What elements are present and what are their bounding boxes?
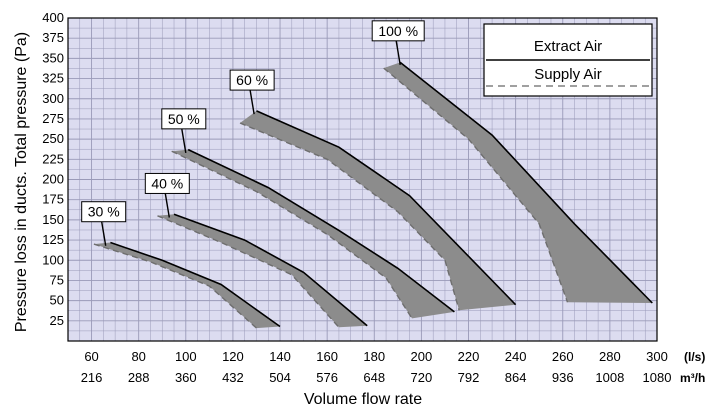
- x-tick-label: 80: [131, 349, 145, 364]
- callout-leader: [164, 193, 170, 218]
- x2-tick-label: 720: [411, 370, 433, 385]
- curve-bands: [93, 61, 653, 329]
- plot-frame: [67, 17, 658, 342]
- x-tick-label: 200: [411, 349, 433, 364]
- x2-tick-label: 360: [175, 370, 197, 385]
- band-fill: [157, 214, 368, 328]
- y-tick-label: 275: [42, 111, 64, 126]
- x-tick-label: 280: [599, 349, 621, 364]
- legend-label-extract: Extract Air: [534, 38, 602, 55]
- supply-air-line: [239, 122, 460, 311]
- extract-air-line: [187, 148, 455, 313]
- legend: Extract Air Supply Air: [483, 23, 653, 97]
- x-tick-label: 220: [458, 349, 480, 364]
- callout-box: [81, 201, 127, 223]
- callout-label: 50 %: [168, 111, 200, 127]
- x-tick-label: 260: [552, 349, 574, 364]
- x-axis-unit: (l/s): [684, 350, 705, 364]
- y-tick-label: 250: [42, 131, 64, 146]
- y-tick-label: 400: [42, 10, 64, 25]
- callouts: 30 % 40 % 50 % 60 % 100 %: [81, 20, 425, 246]
- y-axis-ticks: 25 50 75 100 125 150 175 200 225 250 275 300 325 350 3…: [42, 10, 64, 328]
- x2-tick-label: 1008: [595, 370, 624, 385]
- x-tick-label: 180: [363, 349, 385, 364]
- y-tick-label: 50: [50, 293, 64, 308]
- band-fill: [383, 62, 653, 304]
- x-tick-label: 140: [269, 349, 291, 364]
- x-tick-label: 300: [646, 349, 668, 364]
- y-tick-label: 100: [42, 252, 64, 267]
- callout-label: 60 %: [236, 72, 268, 88]
- x2-tick-label: 1080: [643, 370, 672, 385]
- y-tick-label: 75: [50, 272, 64, 287]
- y-tick-label: 150: [42, 212, 64, 227]
- x2-tick-label: 288: [128, 370, 150, 385]
- supply-air-line: [93, 243, 257, 329]
- callout-box: [371, 20, 425, 42]
- extract-air-line: [173, 213, 368, 327]
- x2-tick-label: 216: [81, 370, 103, 385]
- extract-air-line: [256, 110, 517, 306]
- callout-label: 40 %: [151, 175, 183, 191]
- y-tick-label: 200: [42, 172, 64, 187]
- extract-air-line: [399, 61, 653, 304]
- extract-air-line: [110, 241, 281, 328]
- legend-label-supply: Supply Air: [534, 66, 602, 83]
- x-tick-label: 100: [175, 349, 197, 364]
- callout-leader: [395, 40, 401, 65]
- x-tick-label: 60: [84, 349, 98, 364]
- x2-tick-label: 576: [316, 370, 338, 385]
- y-tick-label: 325: [42, 71, 64, 86]
- supply-air-line: [157, 215, 340, 328]
- y-tick-label: 175: [42, 192, 64, 207]
- y-tick-label: 125: [42, 232, 64, 247]
- callout-leader: [181, 128, 187, 153]
- supply-air-line: [383, 67, 569, 303]
- x2-tick-label: 936: [552, 370, 574, 385]
- x-tick-label: 120: [222, 349, 244, 364]
- x2-tick-label: 864: [505, 370, 527, 385]
- y-tick-label: 225: [42, 151, 64, 166]
- callout-leader: [249, 89, 255, 115]
- y-tick-label: 300: [42, 91, 64, 106]
- x2-tick-label: 432: [222, 370, 244, 385]
- band-fill: [171, 149, 455, 319]
- callout-box: [229, 69, 275, 91]
- y-tick-label: 375: [42, 30, 64, 45]
- x-axis-ticks: 60 216 80 288 100 360 120 432 140 504 160 576 180 648…: [81, 349, 672, 385]
- callout-box: [144, 172, 190, 194]
- supply-air-line: [171, 150, 413, 319]
- x-axis-title: Volume flow rate: [304, 391, 422, 408]
- x2-tick-label: 648: [363, 370, 385, 385]
- x2-tick-label: 792: [458, 370, 480, 385]
- callout-leader: [101, 221, 107, 246]
- x2-tick-label: 504: [269, 370, 291, 385]
- x2-axis-unit: m³/h: [680, 371, 705, 385]
- y-tick-label: 25: [50, 313, 64, 328]
- y-tick-label: 350: [42, 50, 64, 65]
- callout-label: 100 %: [378, 23, 418, 39]
- x-tick-label: 240: [505, 349, 527, 364]
- band-fill: [240, 110, 516, 311]
- callout-box: [161, 108, 207, 130]
- callout-label: 30 %: [88, 204, 120, 220]
- y-axis-title: Pressure loss in ducts. Total pressure (…: [13, 32, 30, 332]
- x-tick-label: 160: [316, 349, 338, 364]
